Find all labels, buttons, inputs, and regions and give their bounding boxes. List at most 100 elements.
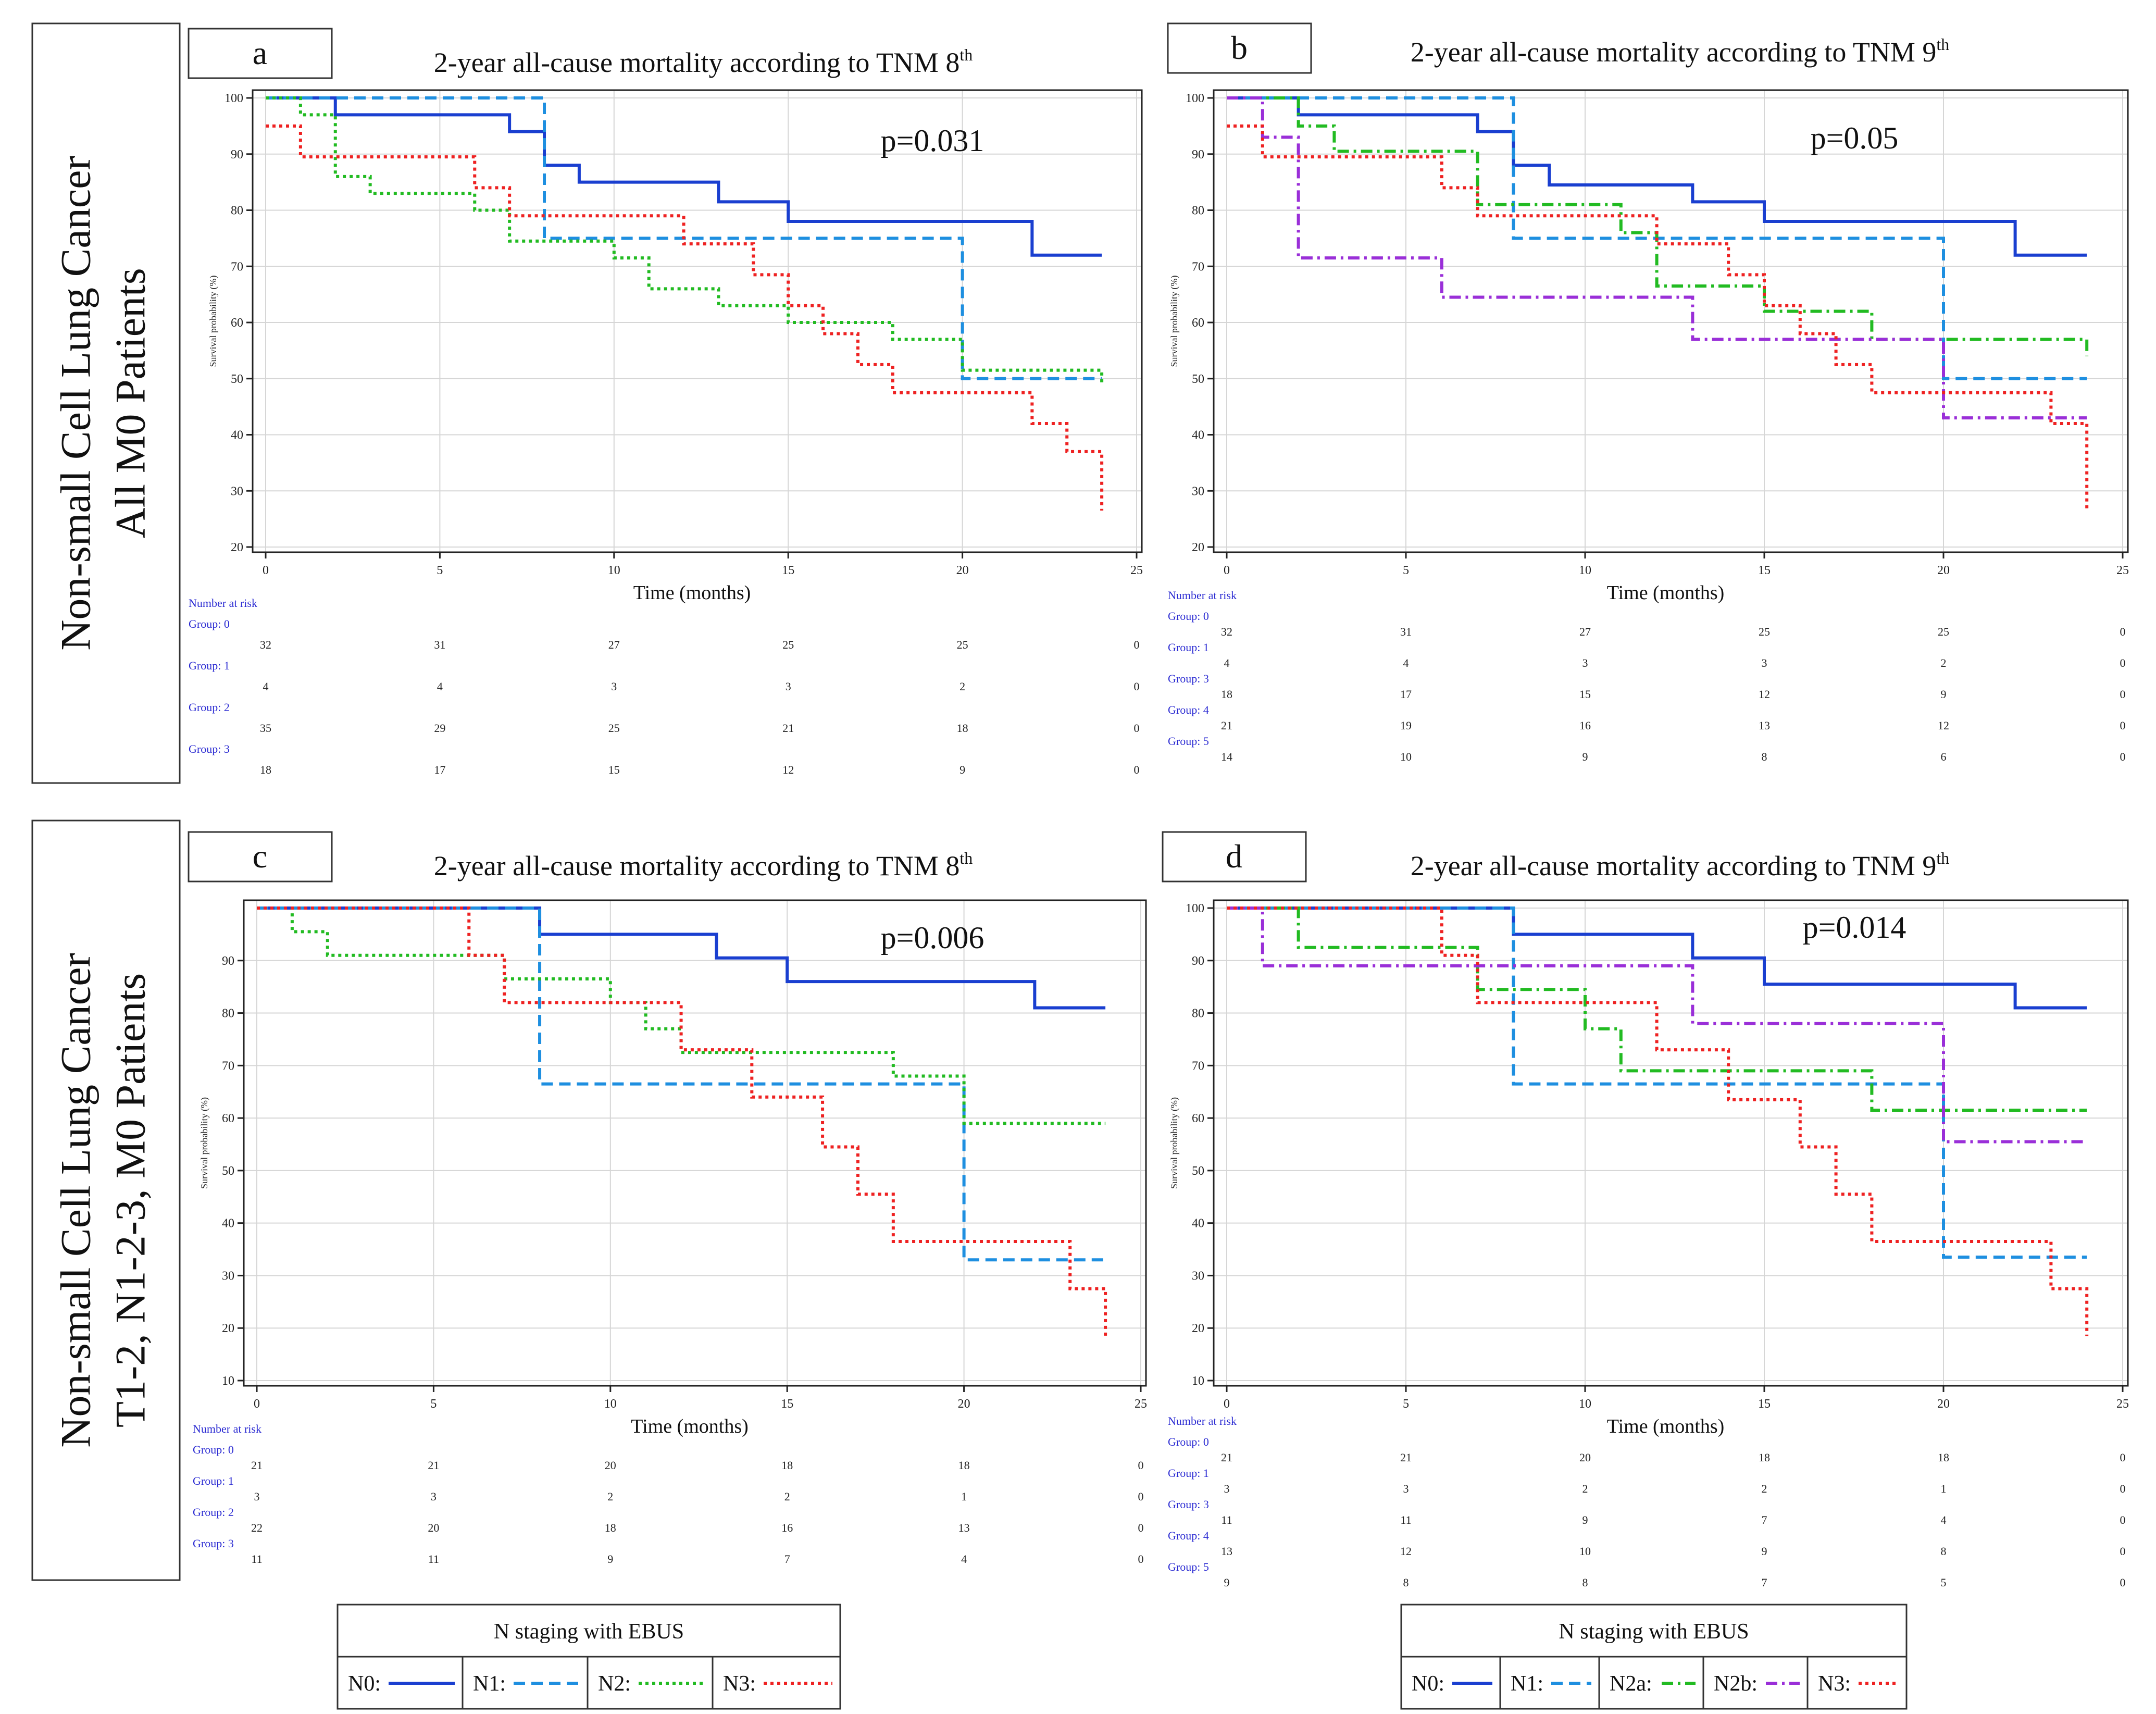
risk-value: 11 <box>1400 1513 1411 1526</box>
legend-label: N3: <box>1818 1672 1851 1696</box>
risk-value: 7 <box>784 1552 790 1566</box>
panel-letter-box: b <box>1167 22 1312 74</box>
risk-value: 27 <box>608 638 620 651</box>
row-label-box <box>31 819 181 1581</box>
km-curve-n2a <box>1227 96 2089 356</box>
risk-value: 8 <box>1403 1576 1409 1589</box>
y-tick-label: 10 <box>1192 1374 1204 1388</box>
risk-value: 18 <box>957 722 968 735</box>
legend-label: N2a: <box>1610 1672 1652 1696</box>
risk-value: 25 <box>1759 625 1770 638</box>
km-curve-n2a <box>1227 906 2087 1112</box>
y-tick-label: 60 <box>231 316 243 330</box>
risk-value: 18 <box>781 1459 793 1472</box>
risk-value: 20 <box>1579 1451 1591 1464</box>
risk-value: 3 <box>786 680 791 693</box>
x-tick-label: 5 <box>1403 1397 1409 1411</box>
risk-value: 18 <box>1938 1451 1949 1464</box>
risk-table-header: Number at risk <box>1168 1414 1237 1427</box>
risk-value: 9 <box>1582 750 1588 763</box>
y-tick-label: 30 <box>222 1269 234 1283</box>
y-tick-label: 10 <box>222 1374 234 1388</box>
risk-value: 32 <box>1221 625 1232 638</box>
panel-letter: d <box>1226 838 1242 875</box>
risk-value: 3 <box>254 1490 260 1503</box>
plot-frame <box>1213 89 2129 553</box>
risk-value: 0 <box>1138 1459 1144 1472</box>
risk-value: 29 <box>434 722 445 735</box>
y-tick-label: 40 <box>1192 1217 1204 1231</box>
risk-value: 2 <box>959 680 965 693</box>
risk-value: 32 <box>260 638 271 651</box>
risk-value: 0 <box>1134 722 1140 735</box>
km-curve-n0 <box>266 96 1102 257</box>
x-tick-label: 20 <box>1937 564 1950 577</box>
y-tick-label: 100 <box>1186 902 1204 915</box>
km-curve-n3 <box>1227 906 2089 1336</box>
y-tick-label: 60 <box>1192 1112 1204 1125</box>
risk-value: 0 <box>2120 1482 2126 1495</box>
risk-value: 9 <box>1941 688 1947 701</box>
x-tick-label: 0 <box>1224 1397 1230 1411</box>
y-tick-label: 30 <box>1192 1269 1204 1283</box>
plot-frame <box>252 89 1143 553</box>
risk-group-label: Group: 4 <box>1168 703 1209 716</box>
risk-group-label: Group: 5 <box>1168 1560 1209 1573</box>
risk-value: 21 <box>782 722 794 735</box>
risk-group-label: Group: 0 <box>189 617 230 630</box>
y-tick-label: 90 <box>231 148 243 162</box>
panel-d: d 2-year all-cause mortality according to… <box>1162 831 2129 1589</box>
y-tick-label: 70 <box>231 260 243 274</box>
risk-value: 16 <box>1579 719 1591 732</box>
risk-value: 3 <box>1403 1482 1409 1495</box>
panel-letter-frame <box>188 28 333 79</box>
risk-group-label: Group: 1 <box>189 659 230 672</box>
x-tick-label: 0 <box>1224 564 1230 577</box>
risk-group-label: Group: 0 <box>1168 610 1209 623</box>
p-value: p=0.014 <box>1803 910 1906 945</box>
chart-title: 2-year all-cause mortality according to … <box>1411 35 1950 68</box>
risk-value: 11 <box>1221 1513 1232 1526</box>
risk-value: 12 <box>1938 719 1949 732</box>
row-label-line1: Non-small Cell Lung Cancer <box>52 953 99 1448</box>
legend-1: N staging with EBUS N0: N1: N2: N3: <box>337 1604 841 1710</box>
risk-value: 18 <box>260 763 271 776</box>
risk-group-label: Group: 3 <box>1168 1498 1209 1511</box>
p-value: p=0.006 <box>881 921 984 955</box>
risk-value: 2 <box>1582 1482 1588 1495</box>
x-tick-label: 25 <box>1135 1397 1147 1411</box>
risk-value: 18 <box>1221 688 1232 701</box>
risk-value: 9 <box>607 1552 613 1566</box>
panel-letter-frame <box>1167 22 1312 74</box>
risk-value: 5 <box>1941 1576 1947 1589</box>
km-curve-n1 <box>1227 96 2087 380</box>
risk-value: 3 <box>611 680 617 693</box>
risk-value: 3 <box>1762 656 1767 669</box>
risk-group-label: Group: 2 <box>189 701 230 714</box>
y-tick-label: 20 <box>1192 1322 1204 1335</box>
y-tick-label: 20 <box>222 1322 234 1335</box>
risk-value: 2 <box>1762 1482 1767 1495</box>
row-label-line1: Non-small Cell Lung Cancer <box>52 156 99 651</box>
risk-value: 31 <box>434 638 445 651</box>
legend-label: N3: <box>723 1672 756 1696</box>
y-tick-label: 100 <box>225 92 243 105</box>
y-tick-label: 40 <box>231 429 243 442</box>
x-tick-label: 20 <box>956 564 969 577</box>
panel-letter-box: a <box>188 28 333 79</box>
risk-value: 14 <box>1221 750 1232 763</box>
risk-value: 2 <box>607 1490 613 1503</box>
km-curve-n2b <box>1227 906 2087 1144</box>
chart-title: 2-year all-cause mortality according to … <box>1411 849 1950 881</box>
legend-label: N2b: <box>1714 1672 1758 1696</box>
row-label-2: Non-small Cell Lung Cancer T1-2, N1-2-3, … <box>31 819 181 1581</box>
legend-item-n0: N0: <box>1412 1672 1492 1696</box>
x-axis-title: Time (months) <box>633 582 751 604</box>
risk-value: 0 <box>2120 719 2126 732</box>
x-axis-title: Time (months) <box>1607 1415 1725 1437</box>
legend-item-n2a: N2a: <box>1598 1657 1696 1709</box>
